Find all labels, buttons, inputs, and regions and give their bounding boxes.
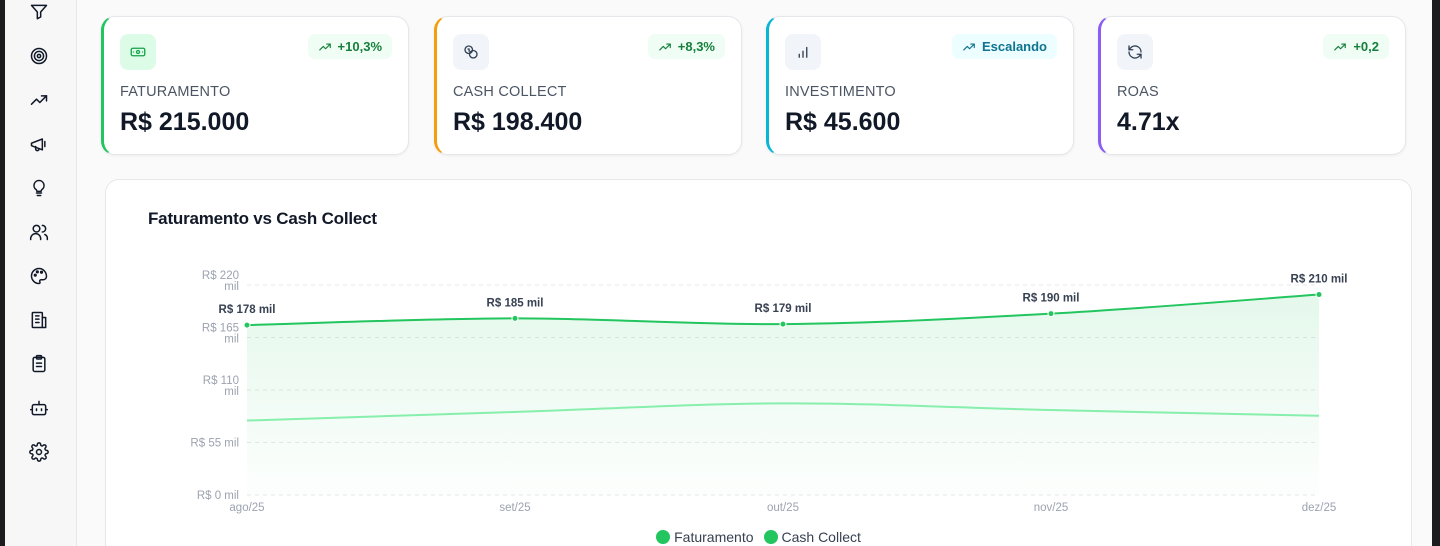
trending-up-icon (1334, 43, 1347, 51)
building-icon[interactable] (27, 308, 51, 332)
kpi-value: R$ 198.400 (453, 108, 583, 136)
kpi-value: R$ 45.600 (785, 108, 901, 136)
card-accent-bar (766, 16, 782, 155)
sidebar (5, 0, 77, 546)
legend-item-faturamento[interactable]: Faturamento (656, 529, 754, 545)
trending-up-icon (658, 43, 671, 51)
badge-text: +8,3% (677, 39, 715, 54)
filter-icon[interactable] (27, 0, 51, 24)
data-label: R$ 185 mil (487, 297, 544, 309)
y-tick-label: R$ 55 mil (190, 438, 239, 450)
card-accent-bar (434, 16, 450, 155)
kpi-change-badge: +8,3% (647, 34, 725, 59)
y-tick-label: mil (224, 386, 239, 398)
target-icon[interactable] (27, 44, 51, 68)
settings-icon[interactable] (27, 440, 51, 464)
clipboard-icon[interactable] (27, 352, 51, 376)
card-accent-bar (101, 16, 117, 155)
data-label: R$ 210 mil (1291, 274, 1348, 286)
legend-swatch (656, 530, 671, 544)
kpi-label: CASH COLLECT (453, 84, 567, 100)
x-tick-label: dez/25 (1302, 502, 1337, 514)
x-tick-label: out/25 (767, 502, 799, 514)
card-accent-bar (1098, 16, 1114, 155)
kpi-value: R$ 215.000 (120, 108, 250, 136)
y-tick-label: R$ 220 (202, 270, 239, 282)
faturamento-point (243, 321, 251, 329)
y-tick-label: mil (224, 334, 239, 346)
badge-text: Escalando (981, 39, 1047, 54)
kpi-value: 4.71x (1117, 108, 1180, 136)
kpi-change-badge: +0,2 (1323, 34, 1389, 59)
kpi-change-badge: Escalando (951, 34, 1057, 59)
faturamento-point (779, 320, 787, 328)
data-label: R$ 190 mil (1023, 293, 1080, 305)
faturamento-area (247, 294, 1319, 495)
kpi-card-cash-collect: +8,3% CASH COLLECT R$ 198.400 (434, 16, 742, 155)
kpi-label: INVESTIMENTO (785, 84, 896, 100)
bar-chart-icon (785, 34, 821, 70)
x-tick-label: ago/25 (229, 502, 264, 514)
trending-up-icon[interactable] (27, 88, 51, 112)
trending-up-icon (963, 43, 975, 51)
legend-label: Faturamento (674, 529, 754, 545)
palette-icon[interactable] (27, 264, 51, 288)
trending-up-icon (318, 43, 331, 51)
dashboard-main: +10,3% FATURAMENTO R$ 215.000 +8,3% CASH… (77, 0, 1432, 546)
legend-swatch (763, 530, 778, 544)
faturamento-point (511, 314, 519, 322)
bot-icon[interactable] (27, 396, 51, 420)
data-label: R$ 178 mil (219, 304, 276, 316)
users-icon[interactable] (27, 220, 51, 244)
kpi-card-roas: +0,2 ROAS 4.71x (1098, 16, 1406, 155)
chart-legend: Faturamento Cash Collect (106, 529, 1411, 545)
y-tick-label: mil (224, 281, 239, 293)
kpi-change-badge: +10,3% (307, 34, 392, 59)
badge-text: +0,2 (1353, 39, 1379, 54)
refresh-icon (1117, 34, 1153, 70)
kpi-label: ROAS (1117, 84, 1159, 100)
chart-card: Faturamento vs Cash Collect R$ 0 mil R$ 5… (105, 179, 1412, 546)
badge-text: +10,3% (337, 39, 382, 54)
coins-icon (453, 34, 489, 70)
banknote-icon (120, 34, 156, 70)
y-tick-label: R$ 165 (202, 323, 239, 335)
kpi-label: FATURAMENTO (120, 84, 231, 100)
y-tick-label: R$ 110 (203, 375, 239, 387)
x-tick-label: nov/25 (1034, 502, 1069, 514)
faturamento-point (1315, 291, 1323, 299)
app-window: +10,3% FATURAMENTO R$ 215.000 +8,3% CASH… (5, 0, 1432, 546)
chart-title: Faturamento vs Cash Collect (148, 209, 377, 228)
kpi-card-faturamento: +10,3% FATURAMENTO R$ 215.000 (101, 16, 409, 155)
y-tick-label: R$ 0 mil (197, 490, 239, 502)
x-tick-label: set/25 (499, 502, 530, 514)
kpi-card-investimento: Escalando INVESTIMENTO R$ 45.600 (766, 16, 1074, 155)
megaphone-icon[interactable] (27, 132, 51, 156)
cash-collect-line (246, 402, 1320, 422)
faturamento-point (1047, 310, 1055, 318)
legend-item-cash-collect[interactable]: Cash Collect (763, 529, 861, 545)
legend-label: Cash Collect (781, 529, 861, 545)
data-label: R$ 179 mil (755, 303, 812, 315)
lightbulb-icon[interactable] (27, 176, 51, 200)
